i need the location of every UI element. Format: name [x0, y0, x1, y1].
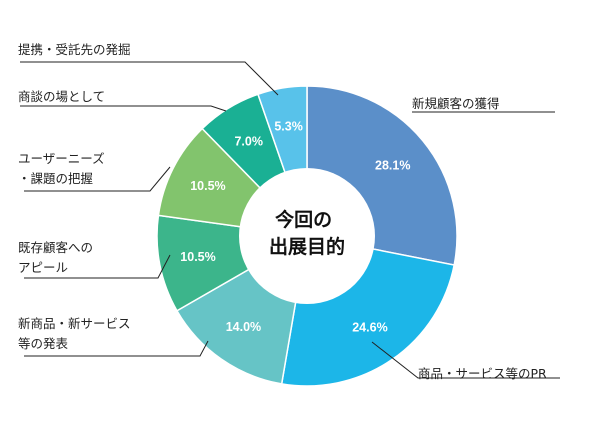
category-label-3: 新商品・新サービス等の発表 [18, 316, 131, 351]
category-label-5: ユーザーニーズ・課題の把握 [18, 151, 105, 186]
center-label: 今回の 出展目的 [269, 208, 345, 258]
donut-hole [239, 168, 375, 304]
slice-value-label-3: 14.0% [226, 320, 261, 334]
category-label-4: 既存顧客へのアピール [18, 240, 93, 275]
slice-value-label-5: 10.5% [190, 179, 225, 193]
leader-line-2 [371, 341, 560, 379]
category-label-4-line-2: アピール [18, 260, 68, 275]
slice-value-label-7: 5.3% [274, 120, 303, 134]
slice-value-label-2: 24.6% [352, 320, 387, 334]
leader-line-3 [24, 340, 209, 357]
category-label-1-line-1: 新規顧客の獲得 [412, 96, 500, 111]
category-label-4-line-1: 既存顧客への [18, 240, 93, 255]
category-label-6-line-1: 商談の場として [18, 89, 105, 104]
category-label-3-line-1: 新商品・新サービス [18, 316, 131, 331]
category-label-2-line-1: 商品・サービス等のPR [418, 366, 547, 381]
leader-line-4 [24, 254, 171, 279]
slice-value-label-4: 10.5% [180, 250, 215, 264]
center-label-line-2: 出展目的 [269, 235, 345, 258]
category-label-6: 商談の場として [18, 89, 105, 104]
category-label-3-line-2: 等の発表 [18, 336, 69, 351]
category-label-5-line-1: ユーザーニーズ [18, 151, 105, 166]
leader-line-6 [20, 105, 227, 112]
category-label-7: 提携・受託先の発掘 [18, 42, 131, 57]
leader-line-7 [20, 61, 279, 96]
leader-line-5 [24, 166, 171, 192]
category-label-2: 商品・サービス等のPR [418, 366, 547, 381]
category-label-1: 新規顧客の獲得 [412, 96, 500, 111]
category-label-5-line-2: ・課題の把握 [18, 171, 93, 186]
center-label-line-1: 今回の [274, 208, 332, 231]
slice-value-label-6: 7.0% [234, 135, 263, 149]
category-label-7-line-1: 提携・受託先の発掘 [18, 42, 131, 57]
slice-value-label-1: 28.1% [375, 159, 410, 173]
